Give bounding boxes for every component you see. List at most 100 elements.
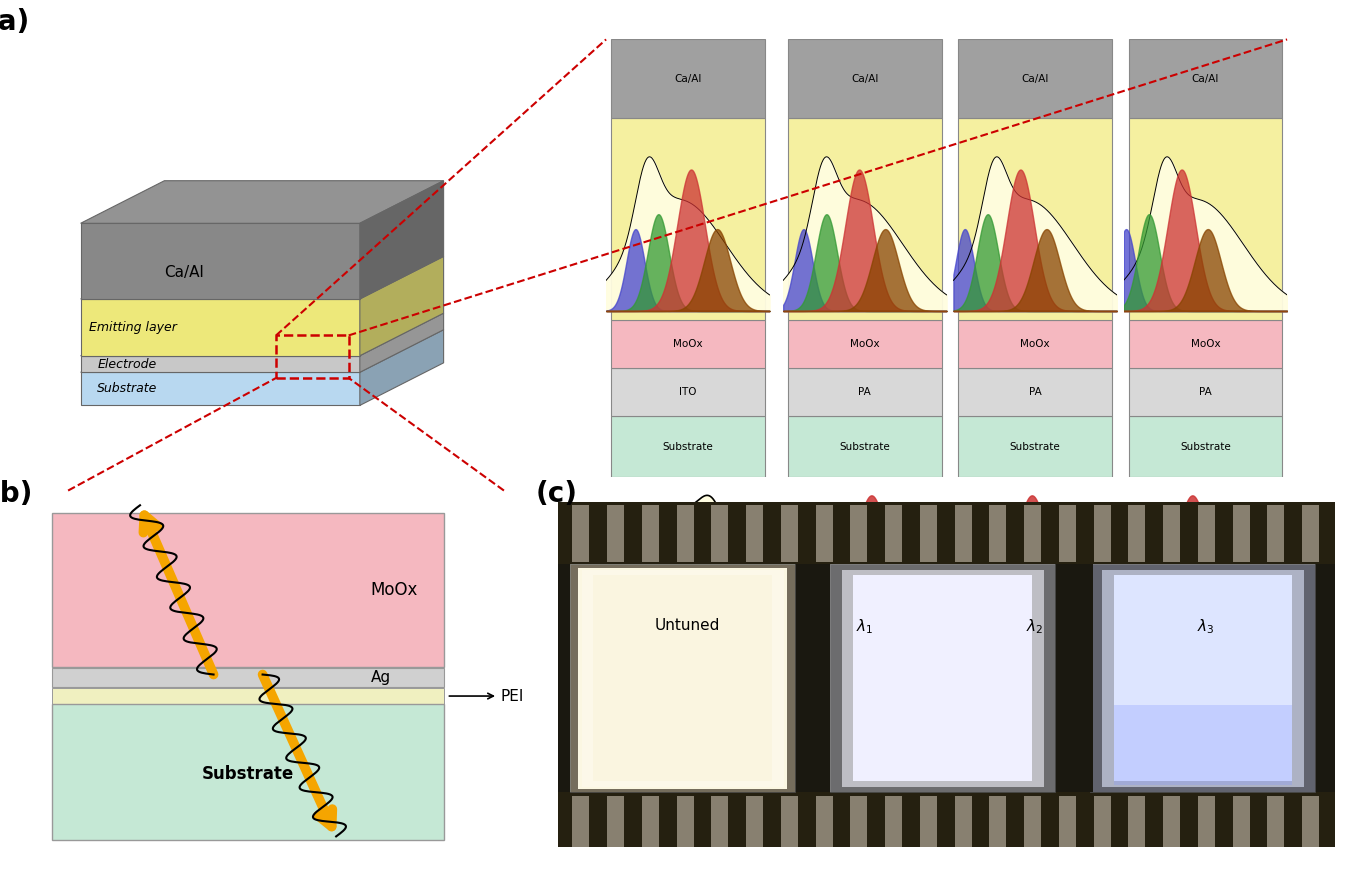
Text: MoOx: MoOx: [673, 339, 703, 349]
FancyBboxPatch shape: [1302, 505, 1320, 562]
FancyBboxPatch shape: [959, 118, 1111, 320]
Text: $\lambda_1$: $\lambda_1$: [857, 618, 873, 636]
Text: Substrate: Substrate: [839, 442, 891, 452]
FancyBboxPatch shape: [854, 576, 1032, 781]
FancyBboxPatch shape: [52, 689, 444, 704]
FancyBboxPatch shape: [52, 512, 444, 668]
FancyBboxPatch shape: [955, 796, 971, 847]
FancyBboxPatch shape: [842, 569, 1043, 787]
FancyBboxPatch shape: [1024, 796, 1041, 847]
FancyBboxPatch shape: [558, 502, 1335, 564]
FancyBboxPatch shape: [959, 368, 1111, 416]
FancyBboxPatch shape: [850, 796, 868, 847]
FancyBboxPatch shape: [959, 320, 1111, 368]
FancyBboxPatch shape: [1024, 505, 1041, 562]
Text: (c): (c): [535, 479, 577, 507]
FancyBboxPatch shape: [558, 792, 1335, 847]
Text: Ag: Ag: [370, 670, 391, 685]
FancyBboxPatch shape: [1129, 320, 1282, 368]
Text: Substrate: Substrate: [202, 765, 294, 783]
FancyBboxPatch shape: [989, 796, 1007, 847]
Text: Emitting layer: Emitting layer: [89, 321, 177, 334]
FancyBboxPatch shape: [789, 368, 941, 416]
FancyBboxPatch shape: [52, 668, 444, 688]
FancyBboxPatch shape: [1129, 39, 1282, 118]
FancyBboxPatch shape: [789, 118, 941, 320]
Polygon shape: [360, 314, 444, 372]
FancyBboxPatch shape: [919, 505, 937, 562]
FancyBboxPatch shape: [642, 505, 659, 562]
FancyBboxPatch shape: [612, 39, 764, 118]
FancyBboxPatch shape: [799, 564, 828, 792]
Text: Substrate: Substrate: [662, 442, 714, 452]
FancyBboxPatch shape: [789, 39, 941, 118]
FancyBboxPatch shape: [612, 320, 764, 368]
FancyBboxPatch shape: [850, 505, 868, 562]
FancyBboxPatch shape: [571, 564, 795, 792]
FancyBboxPatch shape: [1064, 564, 1092, 792]
FancyBboxPatch shape: [959, 39, 1111, 118]
FancyBboxPatch shape: [1114, 576, 1293, 781]
Text: Electrode: Electrode: [98, 357, 157, 371]
FancyBboxPatch shape: [1090, 564, 1316, 792]
FancyBboxPatch shape: [572, 796, 590, 847]
FancyBboxPatch shape: [919, 796, 937, 847]
FancyBboxPatch shape: [816, 505, 832, 562]
FancyBboxPatch shape: [577, 568, 787, 788]
Text: $\lambda_2$: $\lambda_2$: [1027, 618, 1043, 636]
Text: Substrate: Substrate: [98, 382, 158, 395]
FancyBboxPatch shape: [789, 416, 941, 477]
Text: Substrate: Substrate: [1179, 442, 1231, 452]
Polygon shape: [80, 356, 360, 372]
FancyBboxPatch shape: [1090, 564, 1316, 792]
FancyBboxPatch shape: [746, 505, 763, 562]
FancyBboxPatch shape: [1094, 505, 1111, 562]
FancyBboxPatch shape: [1163, 505, 1181, 562]
FancyBboxPatch shape: [1094, 796, 1111, 847]
FancyBboxPatch shape: [780, 796, 798, 847]
Polygon shape: [360, 180, 444, 299]
Text: MoOx: MoOx: [370, 581, 418, 599]
FancyBboxPatch shape: [1129, 118, 1282, 320]
Text: MoOx: MoOx: [850, 339, 880, 349]
FancyBboxPatch shape: [955, 505, 971, 562]
FancyBboxPatch shape: [612, 368, 764, 416]
FancyBboxPatch shape: [1268, 505, 1284, 562]
Text: ITO: ITO: [680, 387, 696, 397]
FancyBboxPatch shape: [1199, 796, 1215, 847]
FancyBboxPatch shape: [1128, 796, 1145, 847]
FancyBboxPatch shape: [789, 320, 941, 368]
Polygon shape: [80, 299, 360, 356]
FancyBboxPatch shape: [1102, 569, 1303, 787]
Polygon shape: [80, 223, 360, 299]
FancyBboxPatch shape: [780, 505, 798, 562]
FancyBboxPatch shape: [746, 796, 763, 847]
FancyBboxPatch shape: [816, 796, 832, 847]
Polygon shape: [80, 314, 444, 356]
Text: Substrate: Substrate: [1009, 442, 1061, 452]
FancyBboxPatch shape: [612, 118, 764, 320]
FancyBboxPatch shape: [607, 796, 624, 847]
Polygon shape: [360, 329, 444, 406]
FancyBboxPatch shape: [607, 505, 624, 562]
FancyBboxPatch shape: [1233, 505, 1250, 562]
FancyBboxPatch shape: [1302, 796, 1320, 847]
Text: MoOx: MoOx: [1020, 339, 1050, 349]
Text: Ca/Al: Ca/Al: [1192, 74, 1219, 84]
Polygon shape: [80, 372, 360, 406]
FancyBboxPatch shape: [1233, 796, 1250, 847]
FancyBboxPatch shape: [1058, 796, 1076, 847]
FancyBboxPatch shape: [642, 796, 659, 847]
FancyBboxPatch shape: [1128, 505, 1145, 562]
FancyBboxPatch shape: [571, 564, 795, 792]
Text: $\lambda_3$: $\lambda_3$: [1197, 618, 1214, 636]
FancyBboxPatch shape: [582, 569, 783, 787]
FancyBboxPatch shape: [1163, 796, 1181, 847]
FancyBboxPatch shape: [677, 505, 693, 562]
Text: Ca/Al: Ca/Al: [165, 265, 204, 280]
FancyBboxPatch shape: [572, 505, 590, 562]
Polygon shape: [360, 257, 444, 356]
Polygon shape: [80, 329, 444, 372]
FancyBboxPatch shape: [558, 502, 1335, 847]
FancyBboxPatch shape: [1058, 505, 1076, 562]
